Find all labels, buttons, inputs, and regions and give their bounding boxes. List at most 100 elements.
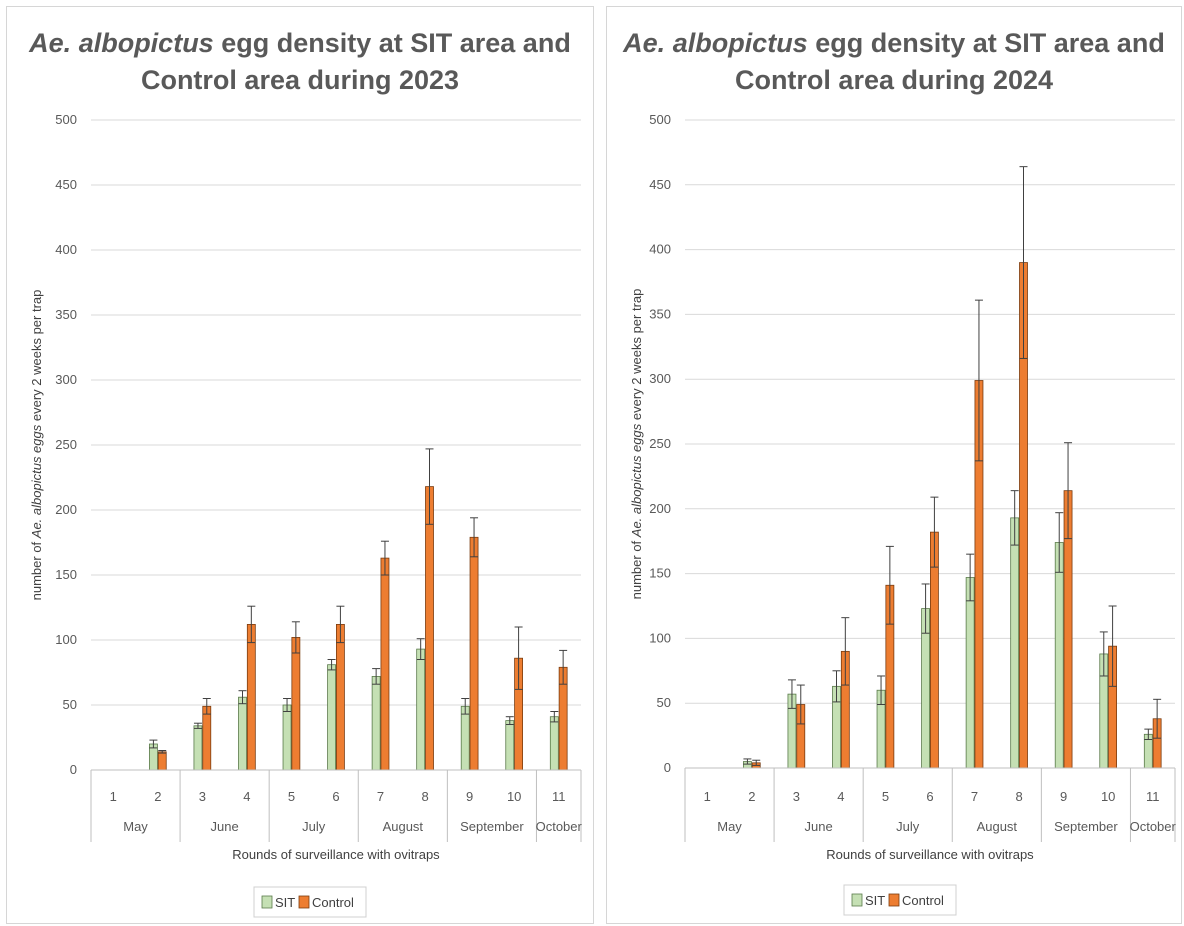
bar-control-round-7 [380, 557, 390, 771]
bar-control-round-5 [291, 637, 301, 771]
month-label: May [717, 819, 742, 834]
month-label: June [211, 819, 239, 834]
y-tick-label: 250 [649, 436, 671, 451]
y-axis-title-post: every 2 weeks per trap [29, 290, 44, 425]
bar-control-round-9 [469, 536, 479, 771]
chart-title-species: Ae. albopictus [622, 28, 808, 58]
x-tick-label: 8 [421, 789, 428, 804]
y-tick-label: 350 [55, 307, 77, 322]
bar-sit-round-8 [416, 648, 426, 771]
bar-sit-round-11 [549, 716, 559, 771]
x-tick-label: 5 [288, 789, 295, 804]
y-tick-label: 100 [649, 630, 671, 645]
bar-sit-round-6 [327, 664, 336, 771]
legend-box [843, 884, 957, 916]
y-tick-label: 300 [649, 371, 671, 386]
x-axis-title: Rounds of surveillance with ovitraps [826, 847, 1034, 862]
legend-swatch-sit [261, 895, 273, 909]
legend-swatch-control [298, 895, 310, 909]
legend-label-sit: SIT [275, 895, 295, 910]
x-tick-label: 4 [837, 789, 844, 804]
bar-sit-round-7 [965, 577, 975, 769]
legend-box [253, 886, 367, 918]
chart-2023: Ae. albopictus egg density at SIT area a… [28, 28, 583, 918]
y-tick-label: 450 [649, 177, 671, 192]
chart-title-rest: egg density at SIT area and [214, 28, 571, 58]
y-tick-label: 50 [657, 695, 671, 710]
x-tick-label: 6 [332, 789, 339, 804]
y-axis-title: number of Ae. albopictus eggs every 2 we… [29, 290, 44, 601]
legend-label-control: Control [312, 895, 354, 910]
x-tick-label: 3 [793, 789, 800, 804]
y-tick-label: 300 [55, 372, 77, 387]
x-tick-label: 1 [110, 789, 117, 804]
x-tick-label: 6 [926, 789, 933, 804]
chart-2024: Ae. albopictus egg density at SIT area a… [622, 28, 1177, 916]
y-tick-label: 150 [55, 567, 77, 582]
chart-title-line2: Control area during 2023 [141, 65, 459, 95]
month-label: September [1054, 819, 1118, 834]
chart-panel-2024: Ae. albopictus egg density at SIT area a… [606, 6, 1182, 924]
month-label: July [896, 819, 920, 834]
legend-swatch-control [888, 893, 900, 907]
x-tick-label: 4 [243, 789, 250, 804]
y-axis-title-species: Ae. albopictus eggs [29, 424, 44, 539]
month-label: August [383, 819, 424, 834]
month-label: August [977, 819, 1018, 834]
y-tick-label: 350 [649, 306, 671, 321]
x-tick-label: 5 [882, 789, 889, 804]
y-tick-label: 150 [649, 566, 671, 581]
y-tick-label: 400 [55, 242, 77, 257]
chart-title-line1: Ae. albopictus egg density at SIT area a… [28, 28, 571, 58]
chart-title-line1: Ae. albopictus egg density at SIT area a… [622, 28, 1165, 58]
legend-label-control: Control [902, 893, 944, 908]
y-axis-title: number of Ae. albopictus eggs every 2 we… [629, 289, 644, 600]
bar-sit-round-4 [238, 696, 247, 771]
bar-control-round-8 [425, 486, 434, 771]
x-tick-label: 7 [971, 789, 978, 804]
bar-control-round-4 [246, 624, 256, 771]
chart-title-species: Ae. albopictus [28, 28, 214, 58]
y-tick-label: 500 [649, 112, 671, 127]
x-tick-label: 3 [199, 789, 206, 804]
bar-sit-round-3 [193, 725, 203, 771]
y-tick-label: 50 [63, 697, 77, 712]
y-tick-label: 450 [55, 177, 77, 192]
x-tick-label: 10 [1101, 789, 1115, 804]
y-axis-title-pre: number of [629, 537, 644, 599]
legend-swatch-sit [851, 893, 863, 907]
x-tick-label: 11 [1146, 789, 1160, 804]
y-tick-label: 0 [664, 760, 671, 775]
y-tick-label: 250 [55, 437, 77, 452]
x-tick-label: 2 [154, 789, 161, 804]
month-label: July [302, 819, 326, 834]
x-axis-title: Rounds of surveillance with ovitraps [232, 847, 440, 862]
month-label: May [123, 819, 148, 834]
chart-title-line2: Control area during 2024 [735, 65, 1053, 95]
month-label: September [460, 819, 524, 834]
y-tick-label: 500 [55, 112, 77, 127]
x-tick-label: 2 [748, 789, 755, 804]
bar-sit-round-10 [505, 720, 515, 771]
bar-sit-round-7 [371, 676, 381, 771]
chart-panel-2023: Ae. albopictus egg density at SIT area a… [6, 6, 594, 924]
month-label: October [536, 819, 583, 834]
legend: SIT Control [253, 886, 367, 918]
month-label: October [1130, 819, 1177, 834]
legend-label-sit: SIT [865, 893, 885, 908]
x-tick-label: 11 [552, 789, 566, 804]
bar-control-round-6 [336, 624, 345, 771]
y-tick-label: 200 [649, 501, 671, 516]
x-tick-label: 1 [704, 789, 711, 804]
y-tick-label: 0 [70, 762, 77, 777]
bar-sit-round-5 [282, 704, 292, 771]
y-axis-title-species: Ae. albopictus eggs [629, 423, 644, 538]
x-tick-label: 10 [507, 789, 521, 804]
y-tick-label: 100 [55, 632, 77, 647]
y-tick-label: 400 [649, 242, 671, 257]
legend: SIT Control [843, 884, 957, 916]
bar-sit-round-8 [1010, 517, 1020, 769]
y-tick-label: 200 [55, 502, 77, 517]
bar-control-round-3 [202, 705, 212, 771]
chart-title-rest: egg density at SIT area and [808, 28, 1165, 58]
